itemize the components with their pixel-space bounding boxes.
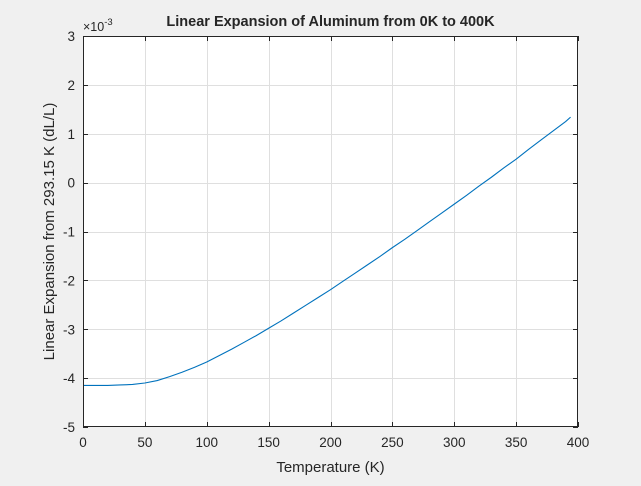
axes-box bbox=[83, 36, 578, 427]
y-tick-labels: -5 -4 -3 -2 -1 0 1 2 3 bbox=[63, 29, 75, 435]
chart-title: Linear Expansion of Aluminum from 0K to … bbox=[166, 14, 495, 30]
x-tick-label: 200 bbox=[319, 435, 342, 450]
series-layer bbox=[83, 116, 571, 387]
y-exponent-label: ×10-3 bbox=[83, 17, 113, 34]
y-tick-label: -3 bbox=[63, 322, 75, 337]
y-tick-label: -4 bbox=[63, 371, 75, 386]
x-tick-label: 250 bbox=[381, 435, 404, 450]
x-tick-label: 350 bbox=[505, 435, 528, 450]
y-tick-label: 0 bbox=[67, 176, 75, 191]
y-tick-label: 2 bbox=[67, 78, 75, 93]
y-tick-label: 1 bbox=[67, 127, 75, 142]
y-tick-label: -2 bbox=[63, 273, 75, 288]
x-tick-label: 50 bbox=[137, 435, 152, 450]
x-tick-labels: 0 50 100 150 200 250 300 350 400 bbox=[79, 435, 589, 450]
x-tick-label: 400 bbox=[567, 435, 590, 450]
x-tick-label: 150 bbox=[257, 435, 280, 450]
x-axis-label: Temperature (K) bbox=[276, 459, 384, 476]
tick-marks bbox=[83, 36, 579, 428]
series-line bbox=[83, 116, 571, 387]
grid-lines bbox=[83, 36, 578, 427]
y-tick-label: -1 bbox=[63, 225, 75, 240]
y-tick-label: 3 bbox=[67, 29, 75, 44]
y-axis-label: Linear Expansion from 293.15 K (dL/L) bbox=[41, 103, 58, 361]
y-exponent-power: -3 bbox=[104, 17, 112, 28]
x-tick-label: 100 bbox=[195, 435, 218, 450]
plot-area bbox=[83, 36, 578, 427]
x-tick-label: 0 bbox=[79, 435, 87, 450]
x-tick-label: 300 bbox=[443, 435, 466, 450]
y-tick-label: -5 bbox=[63, 420, 75, 435]
